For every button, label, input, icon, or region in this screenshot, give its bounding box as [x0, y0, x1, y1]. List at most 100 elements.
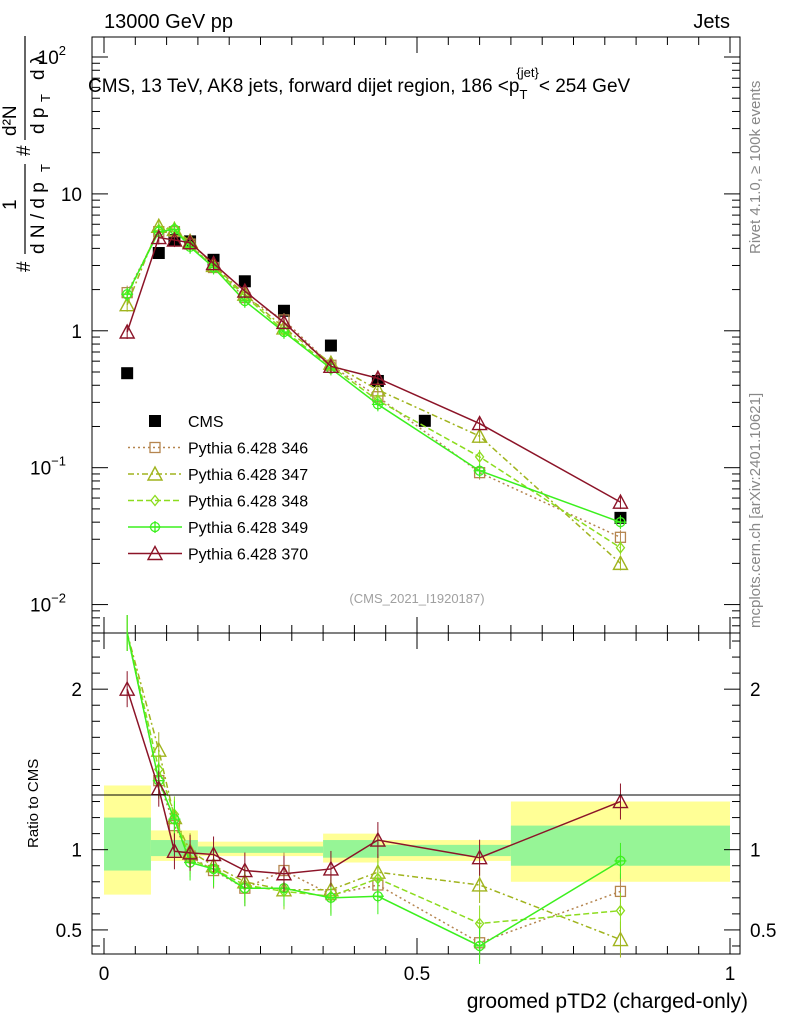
series-line-p370 [126, 236, 621, 503]
legend-item-p349: Pythia 6.428 349 [128, 520, 308, 537]
legend-label-p346: Pythia 6.428 346 [188, 441, 308, 458]
ratio-ytick-label-left: 2 [71, 680, 82, 701]
point-p370 [236, 282, 254, 298]
ratio-series-group [118, 615, 629, 964]
point-p370 [181, 234, 199, 250]
header-left: 13000 GeV pp [104, 11, 233, 33]
ratio-ytick-label-right: 1 [750, 841, 761, 862]
point-p349 [614, 516, 627, 529]
main-ytick-exp-1e2: 2 [59, 43, 66, 58]
legend-marker-p370 [146, 545, 164, 561]
ratio-point-p370 [181, 844, 199, 860]
legend-marker-p348 [150, 494, 160, 507]
legend-marker-p347 [146, 465, 164, 481]
ratio-ytick-label-left: 0.5 [56, 921, 82, 942]
ratio-point-p370 [205, 846, 222, 862]
point-p349 [371, 398, 384, 411]
ylabel-frac-den: d N / d p [28, 182, 49, 254]
point-p347 [118, 296, 136, 312]
ratio-plot-frame [91, 632, 741, 955]
ratio-point-p347 [471, 876, 488, 892]
legend-label-p348: Pythia 6.428 348 [188, 494, 308, 511]
ratio-point-p370 [369, 831, 387, 847]
mcplots-label: mcplots.cern.ch [arXiv:2401.10621] [747, 393, 764, 628]
point-p349 [121, 288, 134, 301]
point-p370 [275, 314, 293, 330]
title-sup: {jet} [516, 65, 539, 80]
point-p370 [369, 369, 387, 385]
legend-label-p347: Pythia 6.428 347 [188, 467, 308, 484]
ratio-ytick-label-right: 0.5 [750, 921, 776, 942]
band-green-0 [104, 817, 151, 871]
ratio-point-p349 [168, 813, 181, 826]
plot-title: CMS, 13 TeV, AK8 jets, forward dijet reg… [88, 65, 631, 102]
main-series-group [118, 217, 629, 571]
ratio-point-p349 [371, 890, 384, 903]
ylabel-frac-num: 1 [0, 199, 21, 210]
ylabel-lead: # [14, 261, 35, 272]
point-p347 [471, 427, 488, 443]
point-p370 [118, 323, 136, 339]
analysis-watermark: (CMS_2021_I1920187) [349, 591, 484, 606]
ratio-point-p370 [118, 680, 136, 696]
ratio-series-p346 [126, 615, 627, 961]
x-tick-label: 0 [99, 964, 110, 985]
legend-label-p370: Pythia 6.428 370 [188, 547, 308, 564]
point-cms [152, 247, 165, 260]
point-cms [277, 304, 290, 317]
legend: CMS Pythia 6.428 346 Pythia 6.428 347 Pythi… [128, 414, 308, 564]
header-right: Jets [693, 11, 730, 33]
point-cms [238, 275, 251, 288]
ratio-series-p370 [118, 671, 629, 892]
band-green-2 [197, 846, 324, 853]
point-cms [121, 367, 134, 380]
legend-label-p349: Pythia 6.428 349 [188, 520, 308, 537]
title-tail: < 254 GeV [539, 76, 631, 97]
point-p348 [615, 541, 626, 554]
series-line-p347 [126, 225, 621, 564]
ratio-point-p349 [324, 891, 337, 904]
point-p348 [474, 450, 485, 463]
point-p370 [166, 231, 183, 247]
legend-marker-p349 [149, 521, 161, 533]
main-ytick-label-1: 1 [71, 322, 82, 343]
ratio-series-p347 [126, 615, 629, 958]
x-tick-label: 0.5 [404, 964, 430, 985]
point-cms [324, 339, 337, 352]
legend-item-p348: Pythia 6.428 348 [128, 494, 308, 511]
series-p347 [118, 217, 629, 571]
x-axis-label: groomed pTD2 (charged-only) [467, 990, 748, 1013]
point-p370 [322, 357, 340, 374]
ratio-line-p348 [126, 632, 621, 925]
legend-label-cms: CMS [188, 414, 224, 431]
ylabel-frac-den-sub: T [38, 164, 53, 172]
point-p370 [150, 229, 167, 245]
ratio-ytick-label-left: 1 [71, 841, 82, 862]
ratio-point-p370 [236, 862, 254, 878]
rivet-label: Rivet 4.1.0, ≥ 100k events [747, 81, 764, 254]
ratio-point-p370 [612, 793, 629, 809]
ratio-point-p370 [166, 842, 183, 858]
ratio-axis-ticks: 0.5 0.5 1 1 2 2 0 0.5 1 [56, 633, 776, 985]
point-p370 [471, 415, 488, 431]
main-ytick-label-1e-1: 10−1 [30, 454, 66, 480]
ratio-point-p370 [471, 849, 488, 865]
ratio-uncertainty-bands [104, 785, 730, 895]
series-line-p348 [126, 227, 621, 549]
band-green-4 [379, 844, 511, 857]
point-p349 [473, 464, 486, 477]
main-ytick-exp-1e-1: −1 [51, 454, 66, 469]
main-ytick-exp-1e-2: −2 [51, 591, 66, 606]
legend-item-p346: Pythia 6.428 346 [128, 441, 308, 458]
x-tick-label: 1 [725, 964, 736, 985]
point-p370 [205, 255, 222, 271]
legend-item-p347: Pythia 6.428 347 [128, 465, 308, 484]
ylabel-dden: d p [28, 108, 49, 134]
point-cms [418, 414, 431, 427]
legend-marker-cms [149, 415, 161, 427]
main-ytick-label-1e-2: 10−2 [30, 591, 66, 617]
ratio-point-p347 [612, 931, 629, 947]
ratio-point-p348 [615, 904, 626, 917]
